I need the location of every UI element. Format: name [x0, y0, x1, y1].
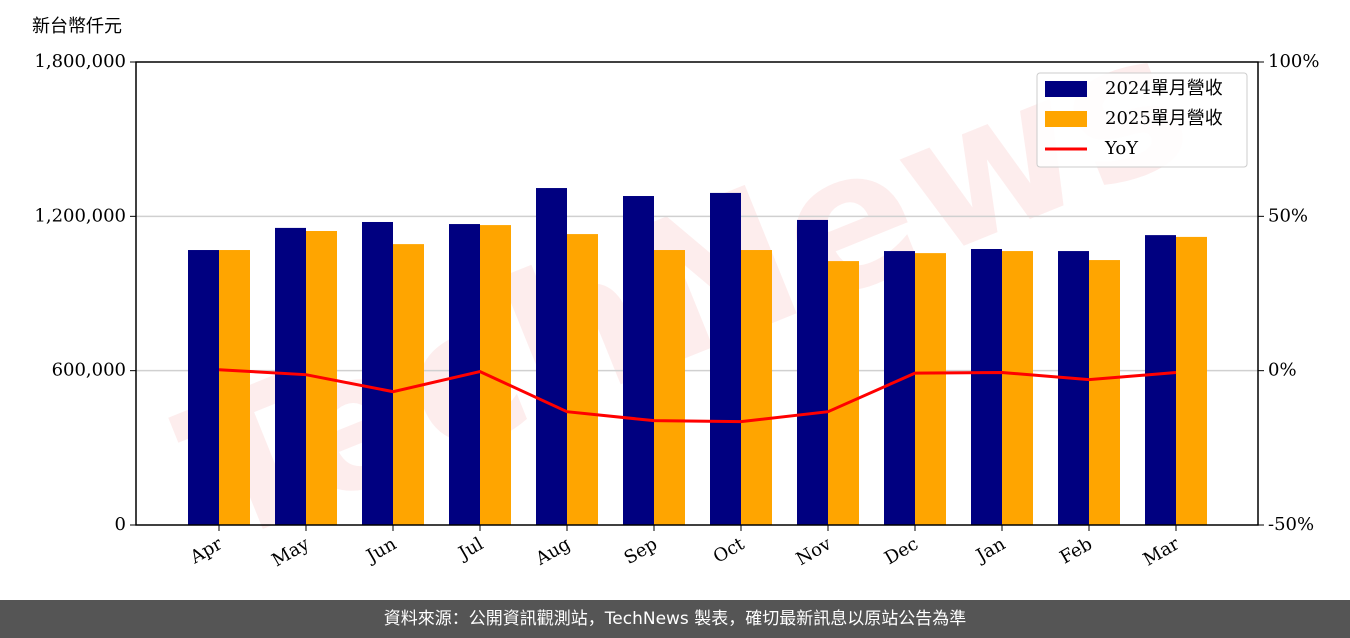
bar [567, 234, 598, 525]
y-axis-label: 新台幣仟元 [32, 16, 122, 37]
bar [536, 188, 567, 526]
x-tick-label: Oct [710, 533, 749, 568]
bar [797, 219, 828, 525]
plot-frame [135, 61, 1259, 526]
y-tick-label: 1,800,000 [34, 51, 126, 72]
x-tick-label: Dec [881, 533, 922, 569]
bar [654, 250, 685, 525]
y2-tick-label: -50% [1268, 514, 1314, 535]
bar [1145, 235, 1176, 526]
legend-label: 2024單月營收 [1105, 78, 1223, 99]
bar [741, 250, 772, 525]
bar [1058, 251, 1089, 525]
bar [915, 253, 946, 526]
y-tick-label: 1,200,000 [34, 205, 126, 226]
bar [362, 221, 393, 525]
bar [828, 261, 859, 525]
x-tick-label: Feb [1056, 533, 1096, 568]
footer-bar [0, 600, 1350, 638]
bar [1089, 260, 1120, 525]
bar [219, 250, 250, 525]
x-tick-label: Aug [531, 533, 574, 570]
x-tick-label: Mar [1140, 533, 1184, 570]
x-tick-label: Jul [453, 533, 487, 565]
legend-label: YoY [1104, 138, 1139, 159]
x-tick-label: Jun [361, 533, 400, 568]
bar [623, 196, 654, 526]
legend-swatch [1045, 111, 1087, 127]
y-tick-label: 600,000 [52, 360, 126, 381]
footer: 資料來源：公開資訊觀測站，TechNews 製表，確切最新訊息以原站公告為準 [384, 609, 966, 629]
y-tick-label: 0 [115, 514, 126, 535]
bar [1002, 251, 1033, 525]
bar [884, 251, 915, 525]
bar [188, 250, 219, 525]
x-tick-label: Sep [621, 533, 661, 568]
legend [1036, 72, 1248, 168]
y2-tick-label: 0% [1268, 360, 1297, 381]
bar [971, 249, 1002, 525]
bar [710, 192, 741, 525]
x-tick-label: Nov [793, 533, 836, 570]
bar [1176, 236, 1207, 525]
bar [275, 227, 306, 526]
legend-swatch [1045, 81, 1087, 97]
line [218, 368, 1177, 424]
y2-tick-label: 100% [1268, 51, 1319, 72]
legend-label: 2025單月營收 [1105, 108, 1223, 129]
y2-tick-label: 50% [1268, 205, 1308, 226]
x-tick-label: Jan [971, 533, 1009, 567]
